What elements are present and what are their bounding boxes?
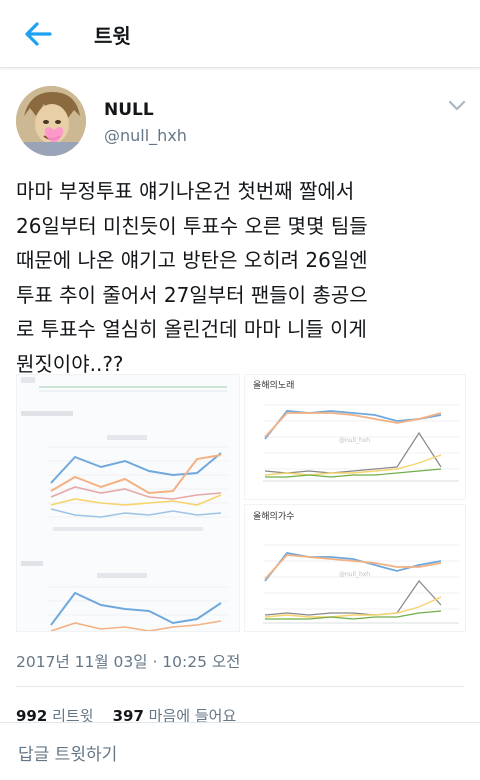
like-count-link[interactable]: 397 마음에 들어요 [113,707,237,725]
back-button[interactable] [20,18,56,50]
chevron-down-icon [448,100,466,111]
divider [16,686,464,687]
retweet-count: 992 [16,707,48,725]
tweet-text: 마마 부정투표 얘기나온건 첫번째 짤에서 26일부터 미친듯이 투표수 오른 … [16,174,472,381]
like-count: 397 [112,707,144,725]
author-handle[interactable]: @null_hxh [104,126,187,145]
chart-title-artist: 올해의가수 [253,512,295,522]
tweet-media[interactable]: 올해의노래 @null_hxh 올해의가수 @null_hxh [16,374,466,632]
like-label: 마음에 들어요 [148,707,237,725]
retweet-count-link[interactable]: 992 리트윗 [16,707,94,725]
author-name[interactable]: NULL [104,100,154,120]
watermark: @null_hxh [339,571,371,578]
tweet-line: 뭔짓이야..?? [16,351,124,376]
line-charts-image [17,375,239,631]
artist-of-year-chart [245,505,465,631]
arrow-left-icon [25,22,52,46]
media-image-3[interactable]: 올해의가수 @null_hxh [244,504,466,632]
tweet-stats: 992 리트윗 397 마음에 들어요 [16,705,236,726]
tweet-line: 26일부터 미친듯이 투표수 오른 몇몇 팀들 [16,213,368,238]
tweet-timestamp[interactable]: 2017년 11월 03일 · 10:25 오전 [16,653,241,671]
chart-title-song: 올해의노래 [253,381,295,391]
avatar[interactable] [16,86,86,156]
tweet-line: 때문에 나온 얘기고 방탄은 오히려 26일엔 [16,248,368,272]
page-title: 트윗 [94,24,131,48]
top-bar: 트윗 [0,0,480,68]
watermark: @null_hxh [339,437,371,444]
song-of-year-chart [245,375,465,499]
media-image-2[interactable]: 올해의노래 @null_hxh [244,374,466,500]
tweet-line: 마마 부정투표 얘기나온건 첫번째 짤에서 [16,179,355,203]
more-options-button[interactable] [446,96,468,114]
media-image-1[interactable] [16,374,240,632]
tweet-line: 투표 추이 줄어서 27일부터 팬들이 총공으 [16,282,368,307]
retweet-label: 리트윗 [52,707,94,725]
avatar-image [16,86,86,156]
tweet-line: 로 투표수 열심히 올린건데 마마 니들 이게 [16,317,367,341]
reply-bar: 답글 트윗하기 [0,722,480,780]
reply-input[interactable]: 답글 트윗하기 [18,745,118,765]
